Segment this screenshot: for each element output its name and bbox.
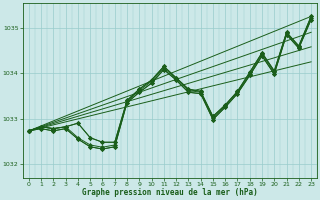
X-axis label: Graphe pression niveau de la mer (hPa): Graphe pression niveau de la mer (hPa) bbox=[82, 188, 258, 197]
